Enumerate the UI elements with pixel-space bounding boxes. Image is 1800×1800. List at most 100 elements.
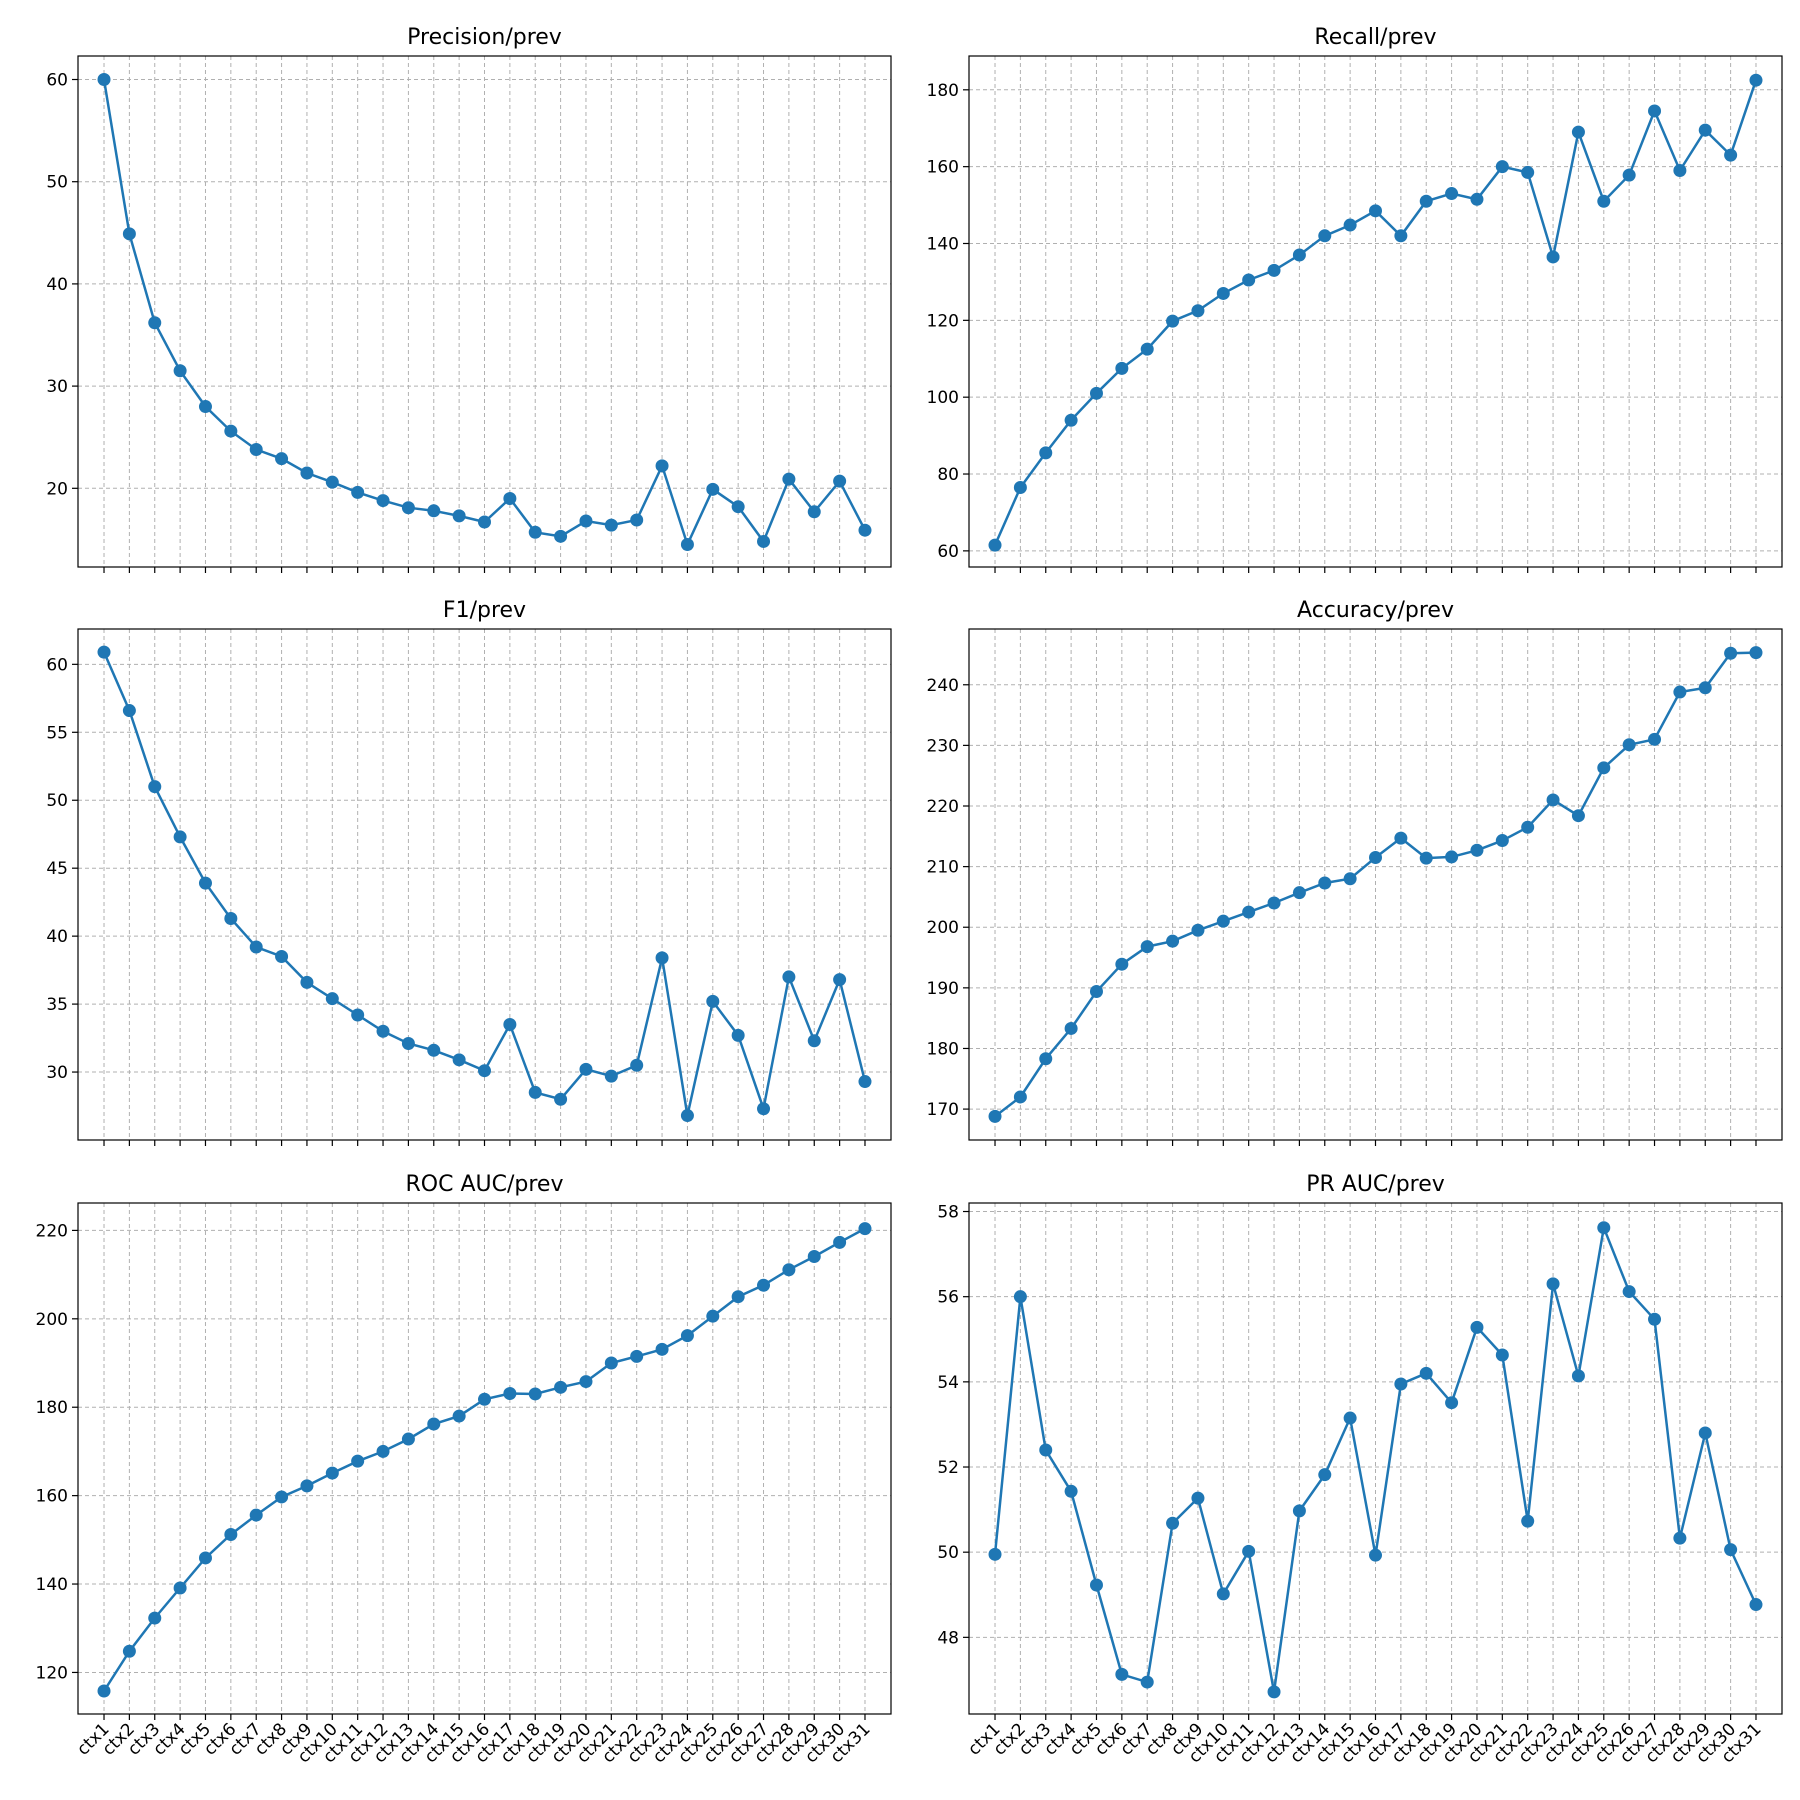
- chart-title: ROC AUC/prev: [406, 1172, 564, 1197]
- y-tick-label: 120: [927, 311, 959, 331]
- data-point: [1191, 923, 1205, 937]
- y-tick-label: 160: [36, 1487, 68, 1507]
- data-point: [1673, 1531, 1687, 1545]
- data-point: [528, 1387, 542, 1401]
- data-point: [224, 1528, 238, 1542]
- data-point: [1242, 905, 1256, 919]
- data-point: [478, 515, 491, 529]
- data-point: [1343, 872, 1357, 886]
- y-tick-label: 230: [927, 736, 959, 756]
- y-tick-label: 220: [36, 1221, 68, 1241]
- data-point: [1546, 1277, 1560, 1291]
- data-point: [1394, 229, 1408, 243]
- axes-frame: [968, 628, 1783, 1141]
- y-tick-label: 54: [937, 1373, 959, 1393]
- data-point: [1419, 194, 1433, 208]
- data-point: [97, 645, 111, 659]
- chart-panel-5: 120140160180200220ctx1ctx2ctx3ctx4ctx5ct…: [36, 1172, 892, 1767]
- data-point: [579, 1062, 593, 1076]
- data-point: [1622, 168, 1636, 182]
- data-point: [1749, 646, 1763, 660]
- data-point: [249, 940, 263, 954]
- data-point: [1140, 342, 1154, 356]
- data-point: [1622, 1285, 1636, 1299]
- data-point: [1166, 314, 1180, 328]
- data-point: [122, 704, 136, 718]
- data-point: [1419, 851, 1433, 865]
- data-point: [376, 494, 390, 508]
- data-point: [1140, 1675, 1154, 1689]
- data-point: [630, 513, 644, 527]
- data-point: [173, 1581, 187, 1595]
- y-tick-label: 80: [937, 465, 959, 485]
- y-tick-label: 40: [46, 927, 68, 947]
- chart-title: Precision/prev: [407, 25, 562, 50]
- data-point: [1369, 1548, 1382, 1562]
- data-point: [427, 1417, 441, 1431]
- data-point: [1673, 163, 1687, 177]
- y-tick-label: 120: [36, 1663, 68, 1683]
- data-point: [1064, 1021, 1078, 1035]
- data-point: [122, 1644, 136, 1658]
- data-point: [1571, 1369, 1585, 1383]
- data-point: [148, 780, 162, 794]
- data-point: [988, 538, 1002, 552]
- y-tick-label: 140: [36, 1575, 68, 1595]
- data-point: [224, 424, 238, 438]
- y-tick-label: 180: [36, 1398, 68, 1418]
- data-point: [1039, 1052, 1053, 1066]
- data-point: [604, 1069, 618, 1083]
- data-point: [1292, 886, 1306, 900]
- data-point: [1013, 1090, 1027, 1104]
- data-point: [1242, 273, 1256, 287]
- data-point: [604, 518, 618, 532]
- data-point: [554, 529, 568, 543]
- data-point: [757, 1102, 771, 1116]
- y-tick-label: 140: [927, 234, 959, 254]
- data-point: [1216, 286, 1230, 300]
- data-point: [988, 1547, 1002, 1561]
- data-point: [1470, 1320, 1484, 1334]
- data-point: [300, 466, 314, 480]
- data-point: [858, 523, 872, 537]
- data-point: [579, 514, 593, 528]
- data-point: [1597, 761, 1611, 775]
- data-point: [782, 1263, 796, 1277]
- data-point: [858, 1075, 872, 1089]
- data-point: [1343, 218, 1357, 232]
- data-point: [782, 472, 796, 486]
- data-point: [97, 1684, 111, 1698]
- data-point: [452, 509, 466, 523]
- data-point: [1343, 1411, 1357, 1425]
- data-point: [1394, 831, 1408, 845]
- y-tick-label: 30: [46, 1063, 68, 1083]
- data-point: [1445, 850, 1459, 864]
- data-point: [275, 452, 289, 466]
- data-point: [988, 1109, 1002, 1123]
- chart-panel-6: 485052545658ctx1ctx2ctx3ctx4ctx5ctx6ctx7…: [937, 1172, 1783, 1767]
- data-point: [858, 1222, 872, 1236]
- data-point: [300, 1479, 314, 1493]
- data-point: [655, 1342, 669, 1356]
- data-point: [325, 475, 339, 489]
- data-point: [275, 950, 289, 964]
- y-tick-label: 210: [927, 858, 959, 878]
- data-point: [427, 504, 441, 518]
- data-point: [427, 1043, 441, 1057]
- data-point: [1013, 480, 1027, 494]
- data-point: [1419, 1366, 1433, 1380]
- data-point: [1369, 204, 1382, 218]
- data-point: [1089, 386, 1103, 400]
- data-point: [224, 911, 238, 925]
- data-point: [1648, 1312, 1662, 1326]
- data-point: [630, 1058, 644, 1072]
- data-point: [1749, 73, 1763, 87]
- data-point: [680, 538, 694, 552]
- data-point: [173, 364, 187, 378]
- data-point: [452, 1409, 466, 1423]
- data-point: [1242, 1544, 1256, 1558]
- data-point: [1698, 681, 1712, 695]
- y-tick-label: 50: [46, 791, 68, 811]
- y-tick-label: 50: [46, 173, 68, 193]
- data-point: [1648, 732, 1662, 746]
